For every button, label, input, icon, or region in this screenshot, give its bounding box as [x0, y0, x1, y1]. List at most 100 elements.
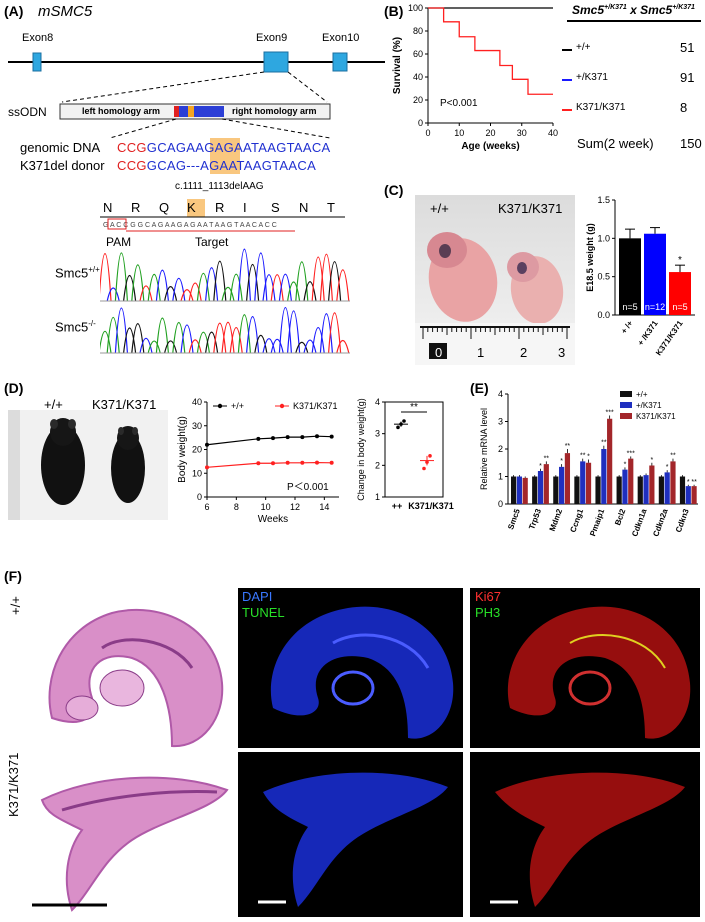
trace-peak [295, 341, 309, 354]
category-label: Ccng1 [568, 507, 585, 534]
trace-peak [213, 260, 227, 302]
weight-line-1 [206, 461, 332, 468]
trace-peak [311, 327, 325, 354]
legend-label: K371/K371 [636, 412, 676, 421]
trace-peak [205, 331, 219, 354]
trace-peak [164, 340, 178, 354]
bar-K371/K371 [669, 272, 691, 315]
trace-peak [303, 281, 317, 302]
bar-Ccng1-2 [585, 462, 592, 504]
amino-acid: N [103, 200, 113, 215]
y-tick-label: 0 [418, 118, 423, 128]
deletion-highlight [210, 138, 240, 174]
category-label: K371/K371 [408, 501, 454, 511]
bar-Pmaip1-0 [595, 476, 601, 504]
legend-name: K371/K371 [576, 102, 626, 113]
y-tick-label: 3 [498, 417, 503, 427]
x-tick-label: 10 [454, 128, 464, 138]
trace-peak [188, 282, 202, 302]
trace-peak [328, 261, 342, 302]
legend-count: 91 [680, 70, 695, 85]
trace-peak [237, 314, 251, 354]
weight-point [205, 442, 209, 447]
category-label: Cdkn3 [674, 507, 691, 534]
photo-d-wt-label: +/+ [44, 397, 63, 412]
survival-line-1 [428, 7, 553, 95]
panel-a-label: (A) [4, 3, 24, 19]
row-top-label: +/+ [8, 596, 23, 615]
significance-mark: * [539, 463, 542, 470]
change-weight-chart: 1 2 3 4 Change in body weight(g) ** ++ K371/K37… [356, 397, 454, 511]
y-tick-label: 4 [375, 397, 380, 407]
bar-Ccng1-1 [580, 461, 586, 504]
category-label: Bcl2 [613, 507, 627, 526]
panel-f-label: (F) [4, 568, 22, 584]
trace-peak [147, 340, 161, 354]
pam-label: PAM [106, 235, 132, 249]
x-tick-label: 40 [548, 128, 558, 138]
trace-peak [131, 323, 145, 354]
y-axis-label: Change in body weight(g) [356, 398, 366, 501]
bar-Ccng1-0 [574, 476, 580, 504]
trace-peak [100, 253, 112, 302]
y-tick-label: 40 [413, 72, 423, 82]
y-tick-label: 60 [413, 49, 423, 59]
trace-peak [123, 275, 137, 302]
y-tick-label: 1 [498, 472, 503, 482]
x-tick-label: 0 [425, 128, 430, 138]
amino-acid: I [243, 200, 247, 215]
y-tick-label: 1 [375, 492, 380, 502]
dot-point [422, 466, 426, 471]
bar-+ /K371 [644, 233, 666, 315]
panel-c-label: (C) [384, 182, 404, 198]
x-axis-label: Age (weeks) [461, 141, 519, 152]
legend-swatch [620, 413, 632, 419]
category-label: Cdkn1a [630, 507, 649, 538]
category-label: + /+ [619, 319, 634, 336]
amino-acid: R [215, 200, 225, 215]
trace-wt-label: Smc5+/+ [55, 265, 100, 281]
category-label: + /K371 [636, 319, 660, 348]
trace-peak [336, 269, 350, 302]
trace-peak [262, 274, 276, 302]
ssodn-label: ssODN [8, 105, 47, 119]
x-tick-label: 20 [485, 128, 495, 138]
n-label: n=5 [622, 302, 637, 312]
legend-row: K371/K371 8 [562, 100, 702, 122]
y-tick-label: 40 [192, 397, 202, 407]
significance-star: * [678, 255, 682, 266]
weight-point [285, 460, 290, 465]
trace-peak [205, 267, 219, 302]
x-tick-label: 8 [234, 502, 239, 512]
legend-row: +/+ 51 [562, 40, 702, 62]
legend-label: K371/K371 [293, 401, 338, 411]
weight-point [329, 460, 334, 465]
k-highlight [187, 199, 205, 217]
trace-peak [229, 327, 243, 354]
bar-Cdkn3-0 [679, 476, 686, 504]
exon9-box [263, 51, 289, 73]
significance-mark: * [687, 479, 690, 486]
bar-Mdm2-2 [564, 453, 571, 504]
y-axis-label: Relative mRNA level [479, 408, 489, 490]
he-image-mut [22, 760, 232, 915]
weight-point [315, 460, 319, 465]
y-tick-label: 1.0 [597, 233, 610, 243]
y-tick-label: 30 [192, 421, 202, 431]
y-tick-label: 100 [408, 3, 423, 13]
x-tick-label: 10 [261, 502, 271, 512]
bar-Cdkn2a-1 [664, 472, 670, 504]
bar-Trp53-2 [543, 464, 549, 504]
trace-peak [188, 339, 202, 354]
panel-d-label: (D) [4, 380, 24, 396]
significance-mark: * [560, 458, 563, 465]
trace-peak [100, 330, 112, 354]
amino-acid: K [187, 200, 196, 215]
y-tick-label: 0 [197, 492, 202, 502]
trace-peak [147, 274, 161, 302]
target-label: Target [195, 235, 229, 249]
category-label: Trp53 [527, 507, 543, 531]
trace-peak [278, 306, 292, 354]
trace-peak [254, 252, 268, 302]
trace-peak [336, 339, 350, 354]
